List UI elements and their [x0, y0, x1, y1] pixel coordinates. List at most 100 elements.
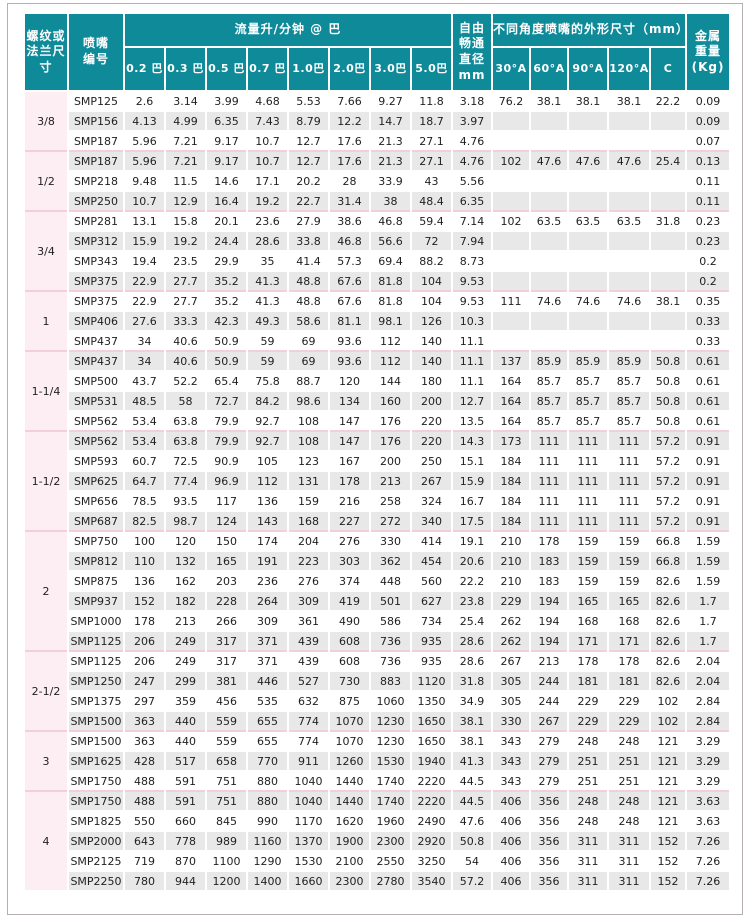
flow-value-cell: 875: [330, 692, 369, 710]
flow-value-cell: 22.9: [125, 292, 164, 310]
flow-value-cell: 658: [207, 752, 246, 770]
free-passage-cell: 57.2: [453, 872, 491, 890]
flow-value-cell: 33.9: [371, 172, 410, 190]
free-passage-cell: 4.76: [453, 132, 491, 150]
dimension-cell: [531, 252, 567, 270]
flow-value-cell: 17.6: [330, 152, 369, 170]
dimension-cell: 159: [609, 552, 649, 570]
flow-value-cell: 2920: [412, 832, 451, 850]
table-row: SMP1825 550 660 845 990 1170 1620 1960 2490 47.6 4…: [25, 812, 730, 830]
flow-value-cell: 60.7: [125, 452, 164, 470]
flow-value-cell: 1100: [207, 852, 246, 870]
free-passage-cell: 14.3: [453, 432, 491, 450]
dimension-cell: 244: [531, 672, 567, 690]
dimension-cell: 85.7: [569, 372, 607, 390]
free-passage-cell: 41.3: [453, 752, 491, 770]
nozzle-spec-table: 螺纹或 法兰尺 寸 喷嘴 编号 流量升/分钟 @ 巴 自由 畅通 直径 mm 不…: [23, 12, 731, 892]
flow-value-cell: 454: [412, 552, 451, 570]
flow-value-cell: 1170: [289, 812, 328, 830]
dimension-cell: [651, 112, 686, 130]
flow-value-cell: 88.2: [412, 252, 451, 270]
flow-value-cell: 50.9: [207, 332, 246, 350]
weight-cell: 0.61: [687, 372, 730, 390]
dimension-cell: 74.6: [609, 292, 649, 310]
flow-value-cell: 774: [289, 732, 328, 750]
flow-value-cell: 16.4: [207, 192, 246, 210]
dimension-cell: 311: [569, 832, 607, 850]
free-passage-cell: 8.73: [453, 252, 491, 270]
dimension-cell: 248: [609, 732, 649, 750]
table-row: SMP343 19.4 23.5 29.9 35 41.4 57.3 69.4 88.2 8.73…: [25, 252, 730, 270]
table-row: SMP937 152 182 228 264 309 419 501 627 23.8 229 194…: [25, 592, 730, 610]
flow-value-cell: 120: [330, 372, 369, 390]
free-passage-cell: 38.1: [453, 712, 491, 730]
flow-value-cell: 150: [207, 532, 246, 550]
dimension-cell: [493, 252, 529, 270]
dimension-cell: 229: [609, 712, 649, 730]
flow-value-cell: 100: [125, 532, 164, 550]
nozzle-model-cell: SMP2000: [69, 832, 123, 850]
flow-value-cell: 440: [166, 712, 205, 730]
flow-value-cell: 34: [125, 332, 164, 350]
header-pressure-1-0bar: 1.0巴: [289, 48, 328, 90]
weight-cell: 3.29: [687, 772, 730, 790]
free-passage-cell: 19.1: [453, 532, 491, 550]
flow-value-cell: 112: [371, 352, 410, 370]
flow-value-cell: 48.8: [289, 292, 328, 310]
flow-value-cell: 309: [289, 592, 328, 610]
table-row: SMP250 10.7 12.9 16.4 19.2 22.7 31.4 38 48.4 6.35…: [25, 192, 730, 210]
dimension-cell: 82.6: [651, 652, 686, 670]
flow-value-cell: 414: [412, 532, 451, 550]
dimension-cell: 137: [493, 352, 529, 370]
dimension-cell: 356: [531, 792, 567, 810]
dimension-cell: 50.8: [651, 372, 686, 390]
flow-value-cell: 1200: [207, 872, 246, 890]
weight-cell: 0.13: [687, 152, 730, 170]
flow-value-cell: 10.7: [248, 152, 287, 170]
flow-value-cell: 751: [207, 772, 246, 790]
flow-value-cell: 7.43: [248, 112, 287, 130]
dimension-cell: 85.9: [531, 352, 567, 370]
nozzle-model-cell: SMP437: [69, 332, 123, 350]
flow-value-cell: 2220: [412, 772, 451, 790]
dimension-cell: [651, 332, 686, 350]
weight-cell: 0.11: [687, 172, 730, 190]
flow-value-cell: 72.7: [207, 392, 246, 410]
flow-value-cell: 1040: [289, 792, 328, 810]
flow-value-cell: 608: [330, 652, 369, 670]
dimension-cell: [569, 252, 607, 270]
dimension-cell: 213: [531, 652, 567, 670]
dimension-cell: 184: [493, 472, 529, 490]
weight-cell: 0.11: [687, 192, 730, 210]
flow-value-cell: 4.13: [125, 112, 164, 130]
dimension-cell: [531, 232, 567, 250]
dimension-cell: 305: [493, 692, 529, 710]
nozzle-model-cell: SMP562: [69, 432, 123, 450]
flow-value-cell: 108: [289, 412, 328, 430]
flow-value-cell: 719: [125, 852, 164, 870]
dimension-cell: 38.1: [531, 92, 567, 110]
nozzle-model-cell: SMP375: [69, 292, 123, 310]
flow-value-cell: 7.21: [166, 132, 205, 150]
flow-value-cell: 28: [330, 172, 369, 190]
flow-value-cell: 527: [289, 672, 328, 690]
weight-cell: 0.07: [687, 132, 730, 150]
table-row: SMP2000 643 778 989 1160 1370 1900 2300 2920 50.8…: [25, 832, 730, 850]
nozzle-model-cell: SMP406: [69, 312, 123, 330]
flow-value-cell: 440: [166, 732, 205, 750]
dimension-cell: 183: [531, 572, 567, 590]
flow-value-cell: 41.4: [289, 252, 328, 270]
dimension-cell: 85.7: [609, 372, 649, 390]
flow-value-cell: 176: [371, 412, 410, 430]
weight-cell: 0.91: [687, 452, 730, 470]
flow-value-cell: 204: [289, 532, 328, 550]
flow-value-cell: 92.7: [248, 432, 287, 450]
flow-value-cell: 20.1: [207, 212, 246, 230]
weight-cell: 0.33: [687, 312, 730, 330]
flow-value-cell: 7.66: [330, 92, 369, 110]
header-pressure-0-5bar: 0.5 巴: [207, 48, 246, 90]
nozzle-model-cell: SMP593: [69, 452, 123, 470]
flow-value-cell: 112: [248, 472, 287, 490]
flow-value-cell: 18.7: [412, 112, 451, 130]
dimension-cell: 159: [569, 532, 607, 550]
